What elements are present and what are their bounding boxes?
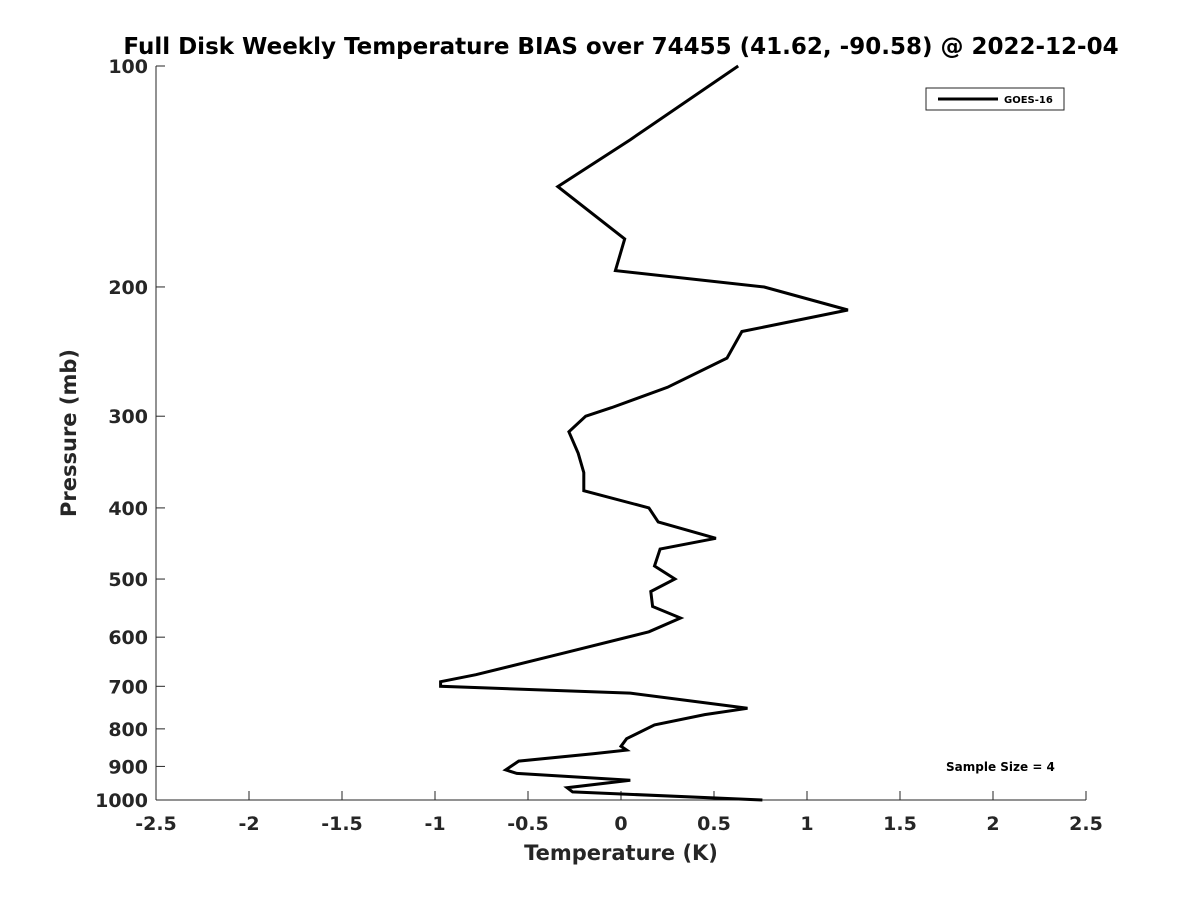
y-tick-label: 100 [108, 56, 148, 78]
x-tick-label: 2 [986, 813, 999, 835]
y-tick-label: 1000 [95, 790, 148, 812]
x-tick-label: 1.5 [883, 813, 917, 835]
x-tick-label: -2 [238, 813, 259, 835]
y-ticks: 100 200 300 400 500 600 700 800 900 1000 [95, 56, 165, 812]
x-tick-label: 0.5 [697, 813, 731, 835]
x-tick-label: 1 [800, 813, 813, 835]
y-tick-label: 300 [108, 406, 148, 428]
y-axis-label: Pressure (mb) [57, 349, 81, 517]
x-ticks: -2.5 -2 -1.5 -1 -0.5 0 0.5 1 1.5 2 2.5 [135, 791, 1103, 835]
x-tick-label: -1 [424, 813, 445, 835]
series-line-goes-16 [439, 64, 849, 802]
x-axis-label: Temperature (K) [524, 841, 718, 865]
x-tick-label: 2.5 [1069, 813, 1103, 835]
y-tick-label: 800 [108, 719, 148, 741]
x-tick-label: -0.5 [507, 813, 549, 835]
y-tick-label: 500 [108, 569, 148, 591]
y-tick-label: 600 [108, 627, 148, 649]
y-tick-label: 200 [108, 277, 148, 299]
y-tick-label: 400 [108, 498, 148, 520]
x-tick-label: 0 [614, 813, 627, 835]
series-layer [439, 64, 849, 802]
x-tick-label: -1.5 [321, 813, 363, 835]
legend: GOES-16 [925, 87, 1065, 111]
chart-title: Full Disk Weekly Temperature BIAS over 7… [123, 34, 1118, 60]
y-tick-label: 700 [108, 676, 148, 698]
x-tick-label: -2.5 [135, 813, 177, 835]
y-tick-label: 900 [108, 756, 148, 778]
legend-label-goes-16: GOES-16 [1004, 95, 1053, 106]
sample-size-note: Sample Size = 4 [946, 760, 1055, 774]
